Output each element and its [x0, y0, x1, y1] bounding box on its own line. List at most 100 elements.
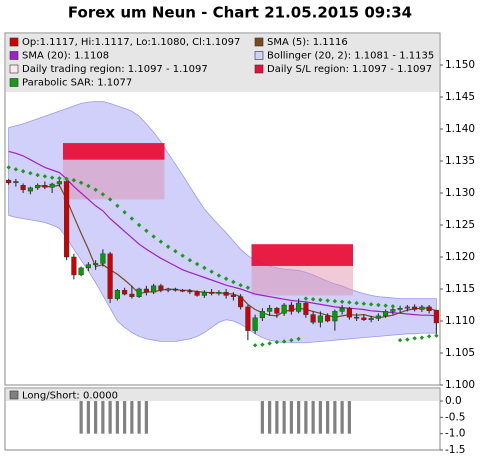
- sar-dot: [173, 249, 178, 254]
- y-tick-label: -1.0: [445, 428, 466, 440]
- candle-body: [368, 318, 374, 320]
- sar-dot: [260, 342, 265, 347]
- sar-dot: [397, 338, 403, 343]
- sar-dot: [426, 334, 432, 339]
- sar-dot: [303, 296, 309, 301]
- sar-dot: [252, 343, 258, 348]
- bar: [86, 401, 90, 434]
- bar: [115, 401, 119, 434]
- candle-body: [136, 288, 142, 297]
- candle-body: [49, 183, 55, 188]
- sar-dot: [151, 234, 156, 239]
- y-tick-label: 1.135: [445, 155, 475, 167]
- candle-body: [332, 311, 338, 322]
- y-tick-label: 1.150: [445, 59, 475, 71]
- bar: [318, 401, 322, 434]
- sar-dot: [86, 183, 91, 189]
- candle-body: [245, 306, 251, 331]
- candle-body: [404, 306, 410, 309]
- legend-swatch: [9, 64, 19, 74]
- sar-dot: [202, 265, 207, 271]
- sar-dot: [165, 244, 171, 249]
- sar-dot: [209, 269, 214, 274]
- candle-body: [397, 307, 403, 310]
- candle-body: [187, 290, 193, 293]
- y-tick-label: -1.5: [445, 444, 466, 456]
- legend-swatch: [9, 37, 19, 47]
- candle-body: [412, 306, 418, 310]
- y-tick-label: 1.125: [445, 219, 475, 231]
- sar-dot: [129, 216, 135, 221]
- sar-dot: [361, 301, 367, 306]
- y-tick-label: 1.140: [445, 123, 475, 135]
- region-box: [63, 143, 165, 160]
- sar-dot: [238, 282, 243, 288]
- sar-dot: [64, 176, 69, 182]
- sar-dot: [100, 192, 106, 197]
- bar: [275, 401, 279, 434]
- bar: [137, 401, 141, 434]
- sar-dot: [194, 261, 200, 267]
- sar-dot: [332, 298, 338, 304]
- sar-dot: [13, 167, 19, 172]
- candle-body: [325, 315, 331, 322]
- candle-body: [296, 302, 302, 312]
- region-box: [251, 265, 353, 296]
- y-tick-label: 1.100: [445, 379, 475, 391]
- bar: [108, 401, 112, 434]
- region-box: [63, 159, 165, 200]
- candle-body: [158, 285, 164, 291]
- candle-body: [172, 288, 178, 291]
- sar-dot: [49, 175, 55, 180]
- candle-body: [383, 311, 389, 317]
- sar-dot: [216, 273, 222, 278]
- legend-label: Daily trading region: 1.1097 - 1.1097: [22, 64, 208, 75]
- candle-body: [42, 185, 48, 188]
- candle-body: [122, 290, 128, 295]
- y-tick-label: -0.5: [445, 411, 466, 423]
- legend-swatch: [254, 37, 264, 47]
- candle-body: [78, 267, 84, 276]
- candle-body: [35, 185, 41, 189]
- candle-body: [288, 304, 294, 312]
- legend-label: Op:1.1117, Hi:1.1117, Lo:1.1080, Cl:1.10…: [22, 37, 240, 48]
- legend-swatch: [254, 64, 264, 74]
- y-tick-label: 1.110: [445, 315, 475, 327]
- candle-body: [93, 263, 99, 265]
- bar: [260, 401, 264, 434]
- sar-dot: [434, 333, 439, 338]
- candle-body: [223, 291, 229, 296]
- candle-body: [354, 316, 360, 319]
- candle-body: [100, 253, 106, 264]
- legend-label: Bollinger (20, 2): 1.1081 - 1.1135: [267, 51, 434, 62]
- sar-dot: [71, 178, 77, 183]
- candle-body: [361, 317, 367, 320]
- sar-dot: [6, 165, 11, 170]
- sar-dot: [289, 338, 294, 343]
- candle-body: [180, 290, 186, 292]
- candle-body: [216, 291, 222, 294]
- candle-body: [252, 317, 258, 331]
- legend-swatch: [9, 390, 19, 400]
- y-tick-label: 1.130: [445, 187, 475, 199]
- candle-body: [317, 315, 323, 323]
- legend-box: [6, 34, 439, 92]
- candle-body: [114, 290, 120, 299]
- sar-dot: [325, 298, 330, 303]
- indicator-line: [8, 150, 437, 317]
- candle-body: [209, 291, 215, 294]
- bar: [326, 401, 330, 434]
- candle-body: [274, 307, 280, 314]
- candle-body: [27, 187, 33, 192]
- sar-dot: [274, 339, 280, 345]
- candle-body: [20, 185, 26, 191]
- sar-dot: [310, 297, 316, 302]
- sar-dot: [136, 222, 142, 228]
- sar-dot: [187, 258, 193, 263]
- chart-title: Forex um Neun - Chart 21.05.2015 09:34: [68, 4, 412, 22]
- sar-dot: [318, 297, 323, 303]
- sar-dot: [419, 335, 425, 340]
- candle-body: [56, 181, 62, 185]
- sar-dot: [231, 279, 236, 285]
- candle-body: [433, 309, 439, 324]
